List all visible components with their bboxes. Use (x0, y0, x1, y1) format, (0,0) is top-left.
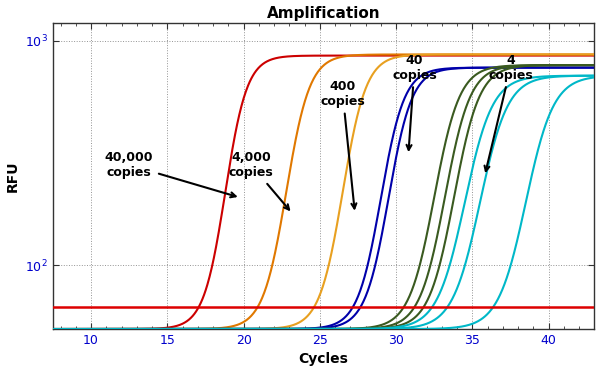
Text: 40
copies: 40 copies (392, 54, 437, 150)
Text: 4
copies: 4 copies (485, 54, 533, 171)
Text: 40,000
copies: 40,000 copies (105, 151, 236, 197)
X-axis label: Cycles: Cycles (299, 352, 349, 366)
Y-axis label: RFU: RFU (5, 160, 20, 192)
Text: 4,000
copies: 4,000 copies (229, 151, 289, 210)
Text: 400
copies: 400 copies (320, 80, 365, 208)
Title: Amplification: Amplification (267, 6, 380, 20)
